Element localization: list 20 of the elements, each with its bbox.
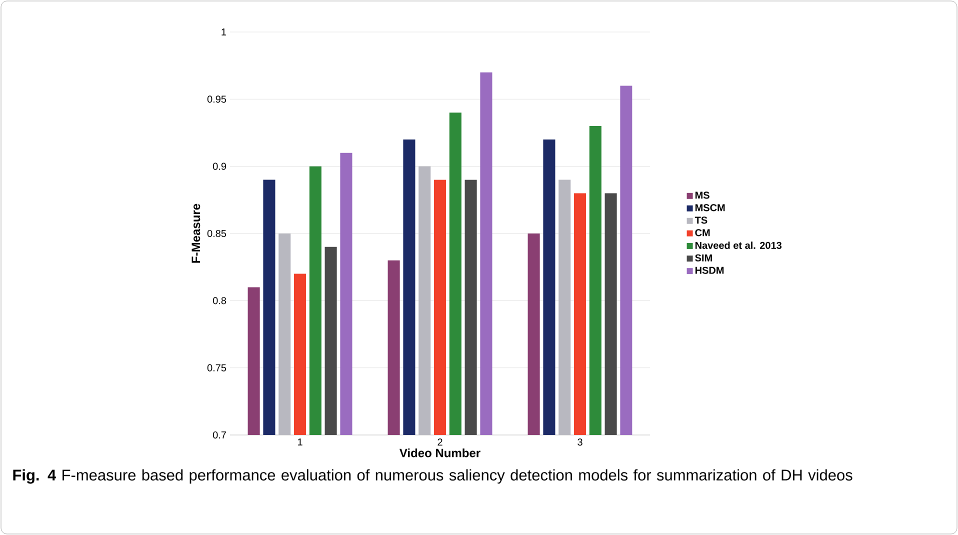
legend-label: MS [695,192,710,199]
x-tick-label: 2 [438,438,442,446]
y-tick-label: 0.8 [212,297,226,304]
y-tick-label: 0.9 [212,162,226,170]
x-axis-title: Video Number [400,448,480,458]
x-tick-label: 1 [298,438,302,446]
legend-label: SIM [695,254,712,262]
legend-label: TS [694,216,708,224]
y-axis-title: F-Measure [192,204,200,263]
y-tick-label: 0.85 [207,230,226,238]
legend-label: CM [695,229,710,236]
legend-label: Naveed et al. 2013 [695,242,782,249]
y-tick-label: 0.75 [207,364,226,372]
text: Fig. 4 F-measure based performance evaluation of numerous saliency detection models for summarization of DH videos [13,469,852,484]
legend-label: MSCM [695,204,725,212]
y-tick-label: 1 [222,28,226,36]
x-tick-label: 3 [578,438,582,446]
y-tick-label: 0.7 [212,431,226,439]
legend-label: HSDM [695,266,724,274]
y-tick-label: 0.95 [207,96,226,103]
